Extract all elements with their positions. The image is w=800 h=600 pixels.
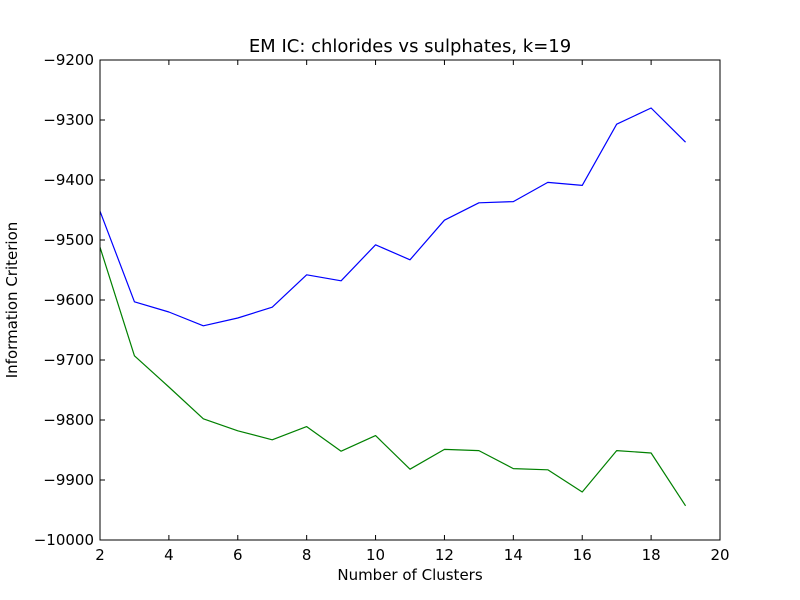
- y-tick-label: −9900: [43, 471, 94, 489]
- y-tick-label: −10000: [34, 531, 94, 549]
- plot-area: [99, 107, 687, 507]
- x-tick-label: 12: [435, 546, 454, 564]
- x-tick-label: 10: [366, 546, 385, 564]
- x-tick-label: 6: [233, 546, 243, 564]
- x-tick-label: 2: [95, 546, 105, 564]
- x-tick-label: 20: [710, 546, 729, 564]
- y-tick-label: −9200: [43, 51, 94, 69]
- series-line-1: [99, 107, 686, 327]
- y-tick-label: −9700: [43, 351, 94, 369]
- y-tick-label: −9800: [43, 411, 94, 429]
- y-axis-label: Information Criterion: [3, 222, 21, 379]
- x-axis-label: Number of Clusters: [337, 566, 482, 584]
- y-tick-label: −9300: [43, 111, 94, 129]
- y-tick-label: −9400: [43, 171, 94, 189]
- chart-title: EM IC: chlorides vs sulphates, k=19: [249, 36, 571, 57]
- x-tick-label: 14: [504, 546, 523, 564]
- series-line-2: [99, 247, 687, 507]
- x-tick-label: 16: [573, 546, 592, 564]
- x-tick-label: 8: [302, 546, 312, 564]
- y-tick-label: −9600: [43, 291, 94, 309]
- x-tick-label: 18: [642, 546, 661, 564]
- y-tick-label: −9500: [43, 231, 94, 249]
- x-tick-label: 4: [164, 546, 174, 564]
